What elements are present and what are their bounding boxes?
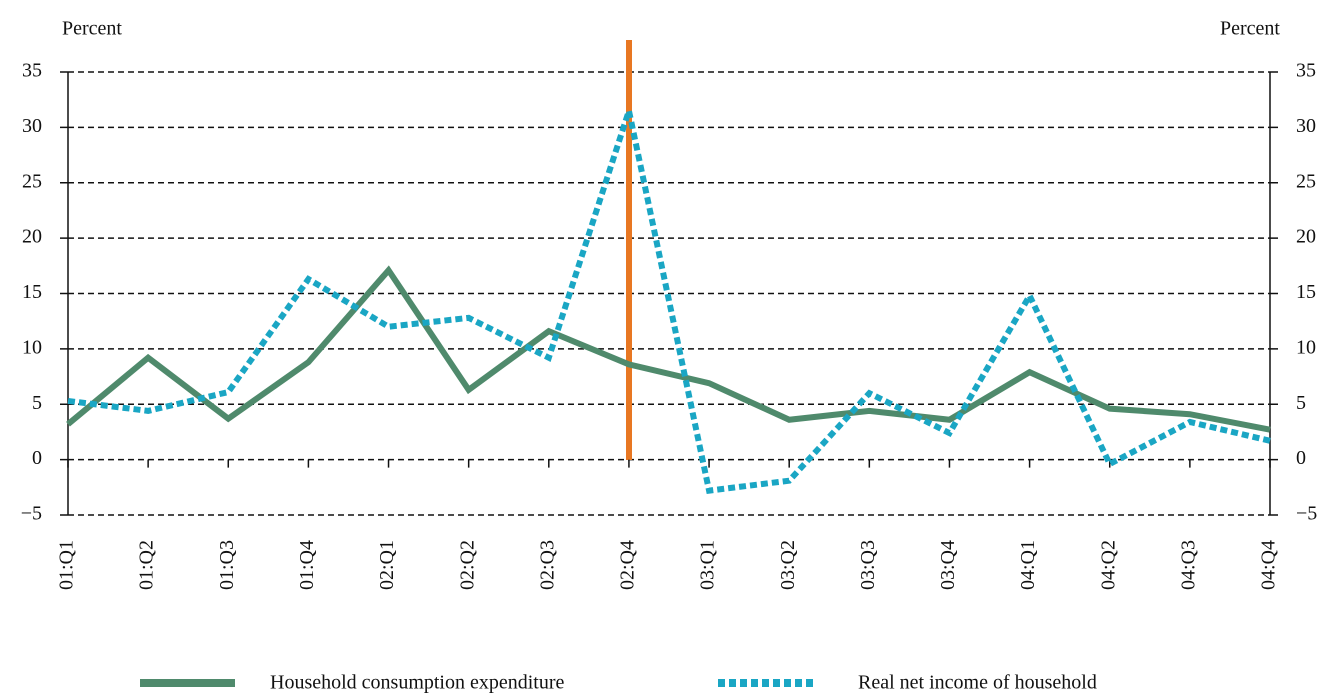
x-tick-label: 01:Q2 [136,540,158,590]
series-line [67,99,1271,494]
y2-tick-label: 5 [1296,392,1306,414]
x-tick-label: 01:Q4 [296,540,318,590]
y2-tick-label: 10 [1296,336,1316,358]
y2-axis-label: Percent [1220,18,1280,40]
y-tick-label: 35 [22,60,42,82]
x-tick-label: 04:Q4 [1258,540,1280,590]
x-tick-label: 03:Q3 [857,540,879,590]
y-tick-label: 0 [32,447,42,469]
x-tick-label: 02:Q4 [617,540,639,590]
x-tick-label: 02:Q3 [536,540,558,590]
y-tick-label: −5 [21,503,42,525]
y-tick-label: 5 [32,392,42,414]
x-tick-label: 03:Q1 [697,540,719,590]
y-tick-label: 25 [22,170,42,192]
y-tick-label: 15 [22,281,42,303]
y2-tick-label: 15 [1296,281,1316,303]
x-tick-label: 02:Q1 [376,540,398,590]
x-tick-label: 04:Q2 [1097,540,1119,590]
x-tick-label: 01:Q3 [216,540,238,590]
y-tick-label: 30 [22,115,42,137]
y-tick-label: 20 [22,226,42,248]
x-tick-label: 04:Q1 [1017,540,1039,590]
x-tick-label: 04:Q3 [1177,540,1199,590]
y-axis-label: Percent [62,18,122,40]
legend-label: Household consumption expenditure [270,672,565,694]
x-tick-label: 03:Q2 [777,540,799,590]
x-tick-label: 01:Q1 [56,540,78,590]
y2-tick-label: 30 [1296,115,1316,137]
legend-label: Real net income of household [858,672,1097,694]
x-tick-label: 03:Q4 [937,540,959,590]
x-tick-label: 02:Q2 [456,540,478,590]
y2-tick-label: 20 [1296,226,1316,248]
y2-tick-label: 25 [1296,170,1316,192]
series-line [66,265,1271,433]
y2-tick-label: 0 [1296,447,1306,469]
y-tick-label: 10 [22,336,42,358]
y2-tick-label: 35 [1296,60,1316,82]
y2-tick-label: −5 [1296,503,1317,525]
